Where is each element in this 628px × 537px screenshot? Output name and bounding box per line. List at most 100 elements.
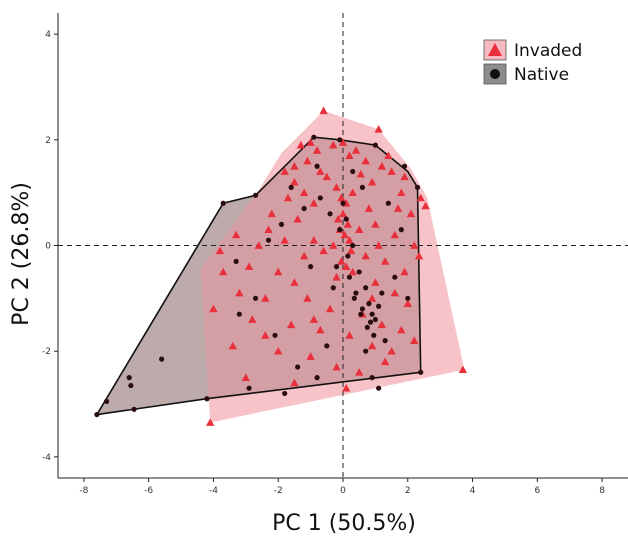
invaded-point <box>296 140 306 149</box>
x-tick-label: 4 <box>470 486 476 496</box>
native-point <box>369 311 375 317</box>
native-point <box>233 258 239 264</box>
native-point <box>346 274 353 280</box>
native-point <box>363 348 369 354</box>
invaded-point <box>354 368 364 376</box>
reference-lines <box>58 13 628 478</box>
invaded-point <box>361 156 370 165</box>
native-point <box>337 137 343 143</box>
invaded-point <box>390 230 400 239</box>
invaded-point <box>345 236 354 244</box>
invaded-point <box>286 320 296 329</box>
x-axis-title: PC 1 (50.5%) <box>272 511 416 533</box>
y-tick-label: -2 <box>42 347 51 357</box>
invaded-point <box>345 151 354 160</box>
native-point <box>359 184 366 190</box>
native-point <box>272 332 278 338</box>
invaded-point <box>332 273 341 281</box>
invaded-point <box>299 188 309 197</box>
axes: -8 -6 -4 -2 0 2 4 6 8 -4 -2 0 2 4 <box>42 13 628 496</box>
invaded-point <box>345 331 354 339</box>
x-tick-label: 6 <box>534 486 540 496</box>
invaded-point <box>274 267 283 276</box>
invaded-point <box>319 106 328 115</box>
native-point <box>414 184 421 190</box>
invaded-point <box>410 336 419 344</box>
x-tick-label: 8 <box>599 486 605 496</box>
invaded-point <box>303 294 312 302</box>
native-point <box>372 142 378 148</box>
invaded-point <box>261 294 270 302</box>
native-point <box>337 227 343 233</box>
invaded-point <box>377 162 387 170</box>
native-point <box>340 200 346 206</box>
invaded-point <box>356 169 366 178</box>
native-point <box>359 306 366 312</box>
native-point <box>367 319 374 325</box>
native-point <box>278 221 285 227</box>
triangle-icon <box>488 43 502 56</box>
points-layer <box>94 106 468 426</box>
invaded-point <box>325 304 335 313</box>
invaded-point <box>231 230 241 239</box>
native-point <box>314 375 320 381</box>
native-point <box>204 396 210 402</box>
invaded-point <box>264 225 273 234</box>
native-point <box>159 356 165 362</box>
invaded-point <box>377 320 387 329</box>
invaded-point <box>261 331 270 339</box>
native-point <box>311 134 317 140</box>
y-axis-title: PC 2 (26.8%) <box>9 182 34 326</box>
invaded-point <box>215 246 225 255</box>
invaded-point <box>387 167 396 175</box>
invaded-point <box>306 352 315 360</box>
native-point <box>345 253 351 259</box>
invaded-point <box>228 341 238 350</box>
invaded-point <box>351 146 361 154</box>
invaded-point <box>280 167 289 175</box>
native-point <box>372 316 378 323</box>
invaded-point <box>309 199 319 207</box>
invaded-point <box>340 230 349 239</box>
invaded-point <box>303 156 312 165</box>
invaded-point <box>397 188 406 197</box>
native-point <box>236 311 242 317</box>
invaded-point <box>354 225 364 234</box>
native-point <box>103 398 110 404</box>
native-point <box>392 274 398 280</box>
invaded-point <box>346 246 356 255</box>
invaded-point <box>309 236 319 244</box>
invaded-point <box>332 183 341 191</box>
x-tick-label: -8 <box>79 486 88 496</box>
x-tick-label: -2 <box>274 486 283 496</box>
native-point <box>327 211 333 217</box>
native-point <box>131 406 137 412</box>
x-tick-label: 0 <box>340 486 346 496</box>
native-point <box>353 290 359 296</box>
y-tick-label: 0 <box>45 242 51 252</box>
y-tick-label: -4 <box>42 453 51 463</box>
invaded-point <box>348 267 357 276</box>
invaded-point <box>316 325 325 334</box>
native-point <box>371 332 377 338</box>
invaded-point <box>322 172 332 181</box>
native-point <box>265 237 272 243</box>
native-point <box>350 168 356 175</box>
invaded-point <box>458 365 468 374</box>
invaded-point <box>400 172 409 181</box>
invaded-point <box>384 151 393 160</box>
invaded-point <box>342 383 351 392</box>
x-tick-label: 2 <box>405 486 411 496</box>
invaded-point <box>380 357 390 366</box>
invaded-point <box>206 418 215 426</box>
x-tick-label: -6 <box>144 486 153 496</box>
invaded-point <box>290 378 299 387</box>
invaded-point <box>274 346 283 355</box>
invaded-hull <box>200 110 465 423</box>
invaded-point <box>364 204 374 212</box>
legend: Invaded Native <box>483 39 582 85</box>
invaded-point <box>387 346 396 355</box>
invaded-point <box>283 193 293 202</box>
invaded-point <box>209 304 218 313</box>
